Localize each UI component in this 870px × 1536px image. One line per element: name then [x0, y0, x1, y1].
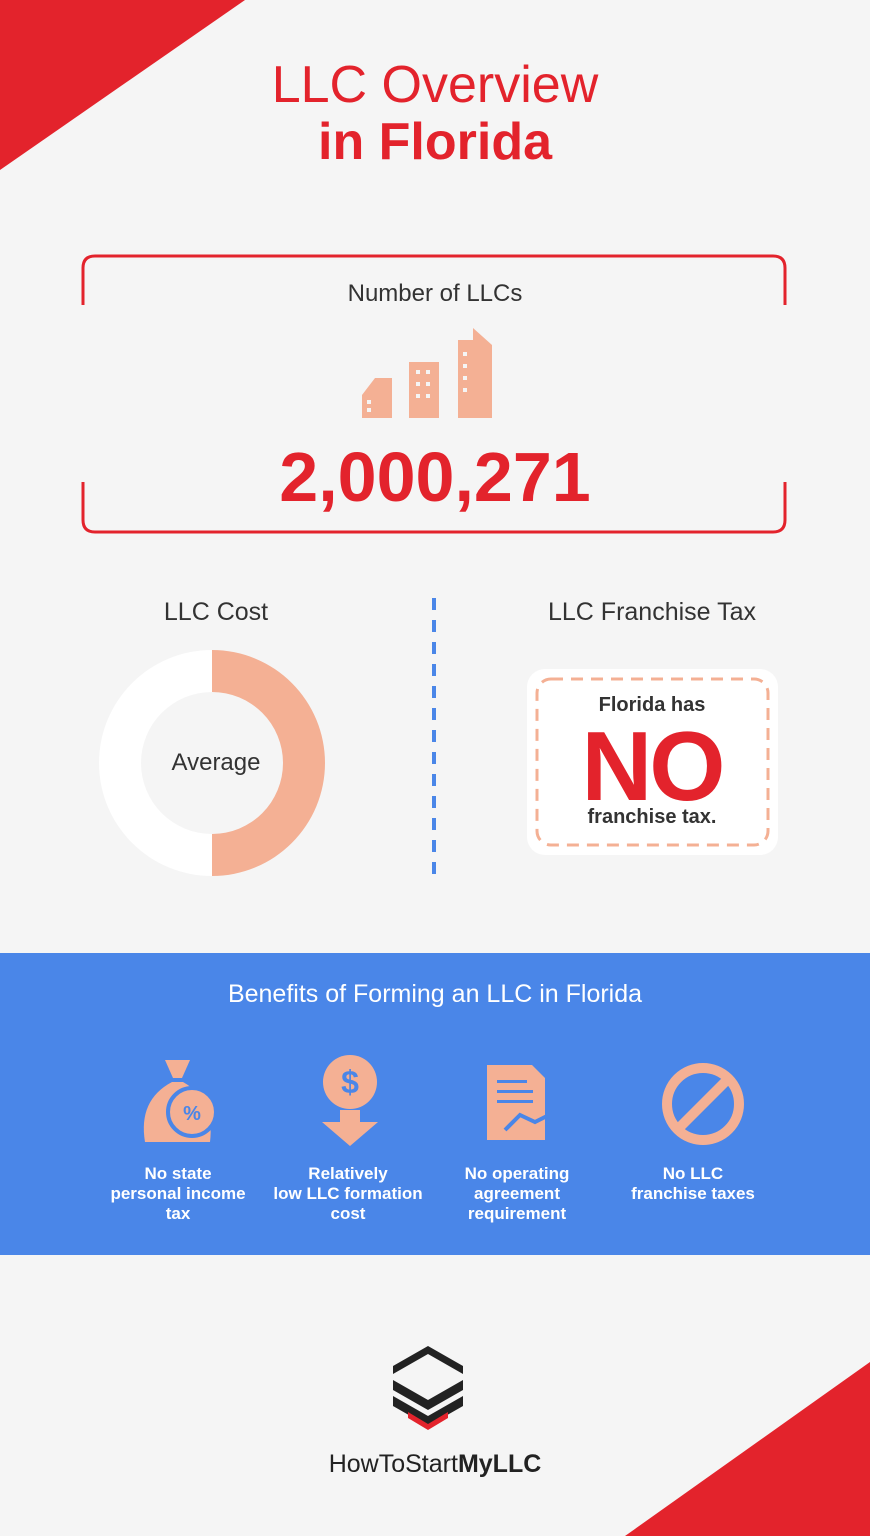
tax-card-border: [535, 677, 770, 847]
tax-line: franchise tax.: [587, 806, 717, 828]
donut-part: [99, 650, 212, 876]
donut-label: Average: [171, 749, 261, 776]
benefit-line: agreement: [474, 1184, 560, 1203]
benefit-line: tax: [165, 1204, 191, 1223]
title: in Florida: [318, 113, 552, 171]
tax-line: Florida has: [598, 694, 706, 716]
benefit-label: Relatively low LLC formation cost: [258, 1164, 438, 1224]
corner-triangle: [625, 1362, 870, 1536]
benefit-line: No LLC: [662, 1164, 724, 1183]
count-label: Number of LLCs: [347, 280, 523, 307]
benefits-title: Benefits of Forming an LLC in Florida: [227, 980, 643, 1008]
brand-bold: MyLLC: [457, 1450, 542, 1478]
benefit-label: No operating agreement requirement: [427, 1164, 607, 1224]
tax-label: LLC Franchise Tax: [548, 598, 756, 626]
corner-triangle: [0, 0, 245, 170]
logo: [393, 1346, 463, 1430]
benefit-label: No LLC franchise taxes: [603, 1164, 783, 1204]
cost-label: LLC Cost: [163, 598, 269, 626]
svg-text:$: $: [341, 1064, 359, 1100]
box-top: [81, 254, 787, 305]
tax-no: NO: [581, 711, 726, 821]
count-value: 2,000,271: [279, 438, 591, 516]
benefit-line: Relatively: [308, 1164, 388, 1183]
title: LLC Overview: [271, 56, 599, 114]
brand: HowToStartMyLLC: [0, 1450, 870, 1479]
benefit-line: No state: [144, 1164, 212, 1183]
benefits-band: [0, 953, 870, 1255]
svg-text:%: %: [183, 1103, 201, 1125]
buildings-icon: [362, 328, 492, 418]
benefit-line: requirement: [467, 1204, 567, 1223]
benefit-line: No operating: [464, 1164, 570, 1183]
box-bottom: [81, 482, 787, 534]
benefit-line: low LLC formation: [273, 1184, 423, 1203]
benefit-label: No state personal income tax: [88, 1164, 268, 1224]
benefit-line: franchise taxes: [631, 1184, 755, 1203]
tax-card: [527, 669, 778, 855]
benefit-line: cost: [330, 1204, 366, 1223]
brand-light: HowToStart: [328, 1450, 458, 1478]
donut-part: [212, 650, 325, 876]
benefit-line: personal income: [110, 1184, 246, 1203]
